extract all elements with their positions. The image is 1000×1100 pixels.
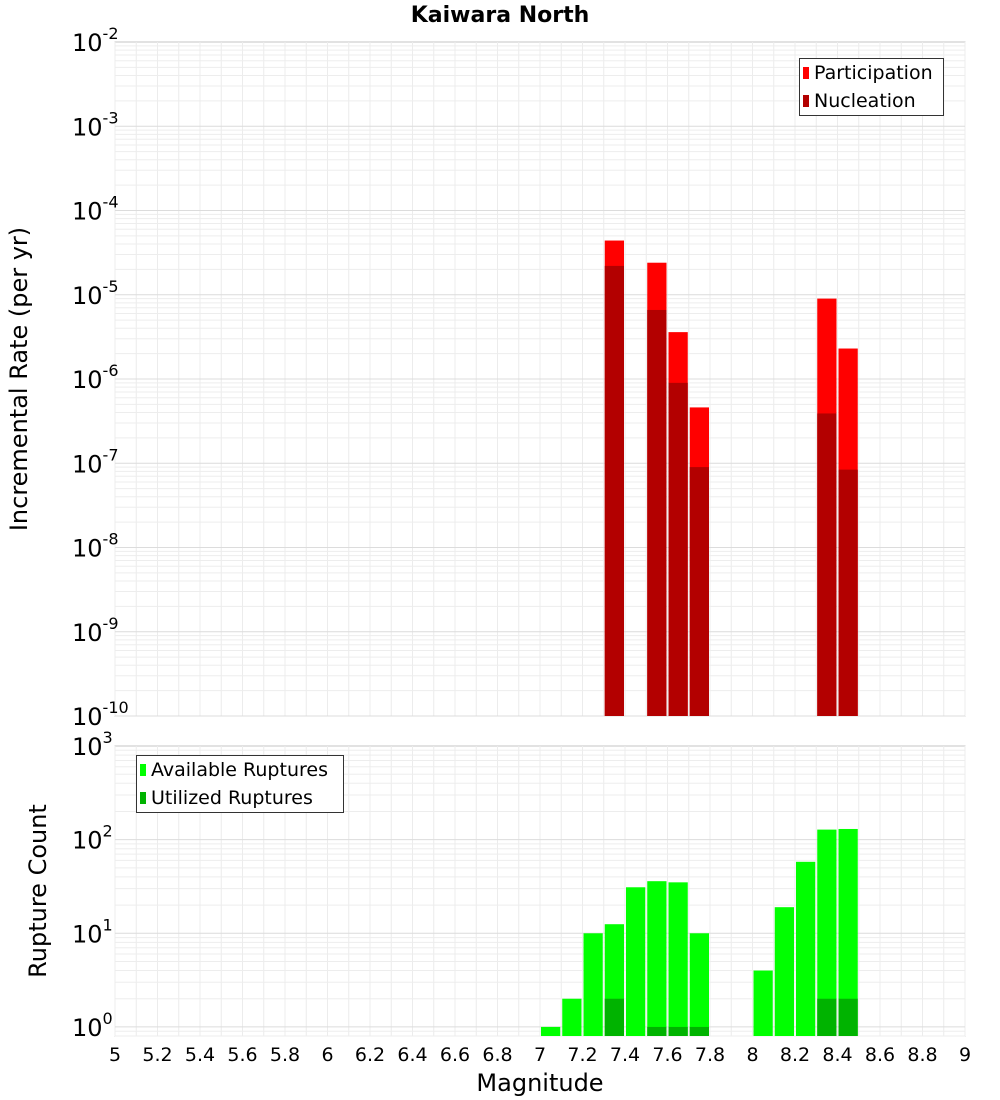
top-y-tick-labels: 10-10 10-9 10-8 10-7 10-6 10-5 10-4 10-3 10-2	[72, 24, 129, 731]
x-tick-label: 6.2	[355, 1044, 385, 1066]
y-tick-label: 10-2	[72, 24, 119, 57]
top-nucleation-bar	[647, 309, 667, 716]
legend-item-nucleation: Nucleation	[800, 87, 943, 115]
y-tick-label: 101	[72, 915, 113, 948]
top-gridlines	[114, 42, 966, 717]
y-tick-label: 10-4	[72, 193, 119, 226]
bottom-utilized-ruptures-bar	[647, 1026, 667, 1036]
x-tick-label: 8.6	[865, 1044, 895, 1066]
x-tick-label: 8.8	[907, 1044, 937, 1066]
bottom-available-ruptures-bar	[647, 881, 667, 1036]
x-tick-label: 8	[746, 1044, 758, 1066]
x-tick-label: 5.2	[142, 1044, 172, 1066]
x-tick-label: 6.4	[397, 1044, 427, 1066]
x-tick-label: 7	[534, 1044, 546, 1066]
legend-label-available-ruptures: Available Ruptures	[151, 759, 328, 781]
x-tick-label: 5.6	[227, 1044, 257, 1066]
bottom-y-axis-label: Rupture Count	[24, 804, 52, 978]
bottom-y-tick-labels: 100 101 102 103	[72, 728, 113, 1042]
bottom-utilized-ruptures-bar	[838, 998, 858, 1036]
top-nucleation-bar	[604, 265, 624, 716]
bottom-available-ruptures-bar	[774, 907, 794, 1036]
y-tick-label: 10-7	[72, 445, 119, 478]
bottom-available-ruptures-bar	[626, 887, 646, 1036]
legend-item-utilized-ruptures: Utilized Ruptures	[137, 784, 343, 812]
bottom-available-ruptures-bar	[583, 933, 603, 1036]
x-tick-label: 8.4	[822, 1044, 852, 1066]
top-nucleation-bar	[668, 382, 688, 716]
x-tick-label: 5	[109, 1044, 121, 1066]
bottom-available-ruptures-bar	[541, 1026, 561, 1036]
top-nucleation-bar	[689, 467, 709, 716]
y-tick-label: 10-9	[72, 614, 119, 647]
x-tick-label: 8.2	[780, 1044, 810, 1066]
bottom-available-ruptures-bar	[753, 970, 773, 1036]
legend-label-participation: Participation	[814, 62, 933, 84]
x-axis-label: Magnitude	[476, 1069, 603, 1097]
x-tick-label: 5.4	[185, 1044, 215, 1066]
top-nucleation-bar	[838, 469, 858, 716]
available-ruptures-swatch	[140, 764, 146, 776]
y-tick-label: 103	[72, 728, 113, 761]
y-tick-label: 102	[72, 822, 113, 855]
legend-label-utilized-ruptures: Utilized Ruptures	[151, 787, 313, 809]
bottom-available-ruptures-bar	[668, 882, 688, 1036]
y-tick-label: 10-5	[72, 277, 119, 310]
bottom-available-ruptures-bar	[562, 998, 582, 1036]
legend-label-nucleation: Nucleation	[814, 90, 916, 112]
top-legend: Participation Nucleation	[799, 58, 944, 116]
bottom-utilized-ruptures-bar	[604, 998, 624, 1036]
x-tick-label: 6.8	[482, 1044, 512, 1066]
x-tick-label: 6	[321, 1044, 333, 1066]
legend-item-available-ruptures: Available Ruptures	[137, 756, 343, 784]
bottom-available-ruptures-bar	[796, 861, 816, 1036]
x-tick-label: 7.4	[610, 1044, 640, 1066]
y-tick-label: 10-3	[72, 108, 119, 141]
bottom-utilized-ruptures-bar	[817, 998, 837, 1036]
top-y-axis-label: Incremental Rate (per yr)	[5, 227, 33, 531]
legend-item-participation: Participation	[800, 59, 943, 87]
nucleation-swatch	[803, 95, 809, 107]
bottom-utilized-ruptures-bar	[689, 1026, 709, 1036]
utilized-ruptures-swatch	[140, 792, 146, 804]
y-tick-label: 100	[72, 1009, 113, 1042]
bottom-available-ruptures-bar	[689, 933, 709, 1036]
chart-title: Kaiwara North	[411, 3, 590, 28]
x-tick-label: 6.6	[440, 1044, 470, 1066]
y-tick-label: 10-10	[72, 698, 129, 731]
bottom-bars	[541, 828, 858, 1036]
x-tick-label: 7.2	[567, 1044, 597, 1066]
x-tick-label: 9	[959, 1044, 971, 1066]
bottom-utilized-ruptures-bar	[668, 1026, 688, 1036]
top-nucleation-bar	[817, 413, 837, 716]
x-tick-labels: 5 5.2 5.4 5.6 5.8 6 6.2 6.4 6.6 6.8 7 7.2 7.4 7.6 7.8 8…	[109, 1044, 971, 1066]
bottom-legend: Available Ruptures Utilized Ruptures	[136, 755, 344, 813]
y-tick-label: 10-6	[72, 361, 119, 394]
participation-swatch	[803, 67, 809, 79]
bottom-available-ruptures-bar	[838, 828, 858, 1036]
bottom-available-ruptures-bar	[817, 829, 837, 1036]
x-tick-label: 5.8	[270, 1044, 300, 1066]
y-tick-label: 10-8	[72, 530, 119, 563]
top-bars	[604, 240, 858, 716]
x-tick-label: 7.6	[652, 1044, 682, 1066]
x-tick-label: 7.8	[695, 1044, 725, 1066]
